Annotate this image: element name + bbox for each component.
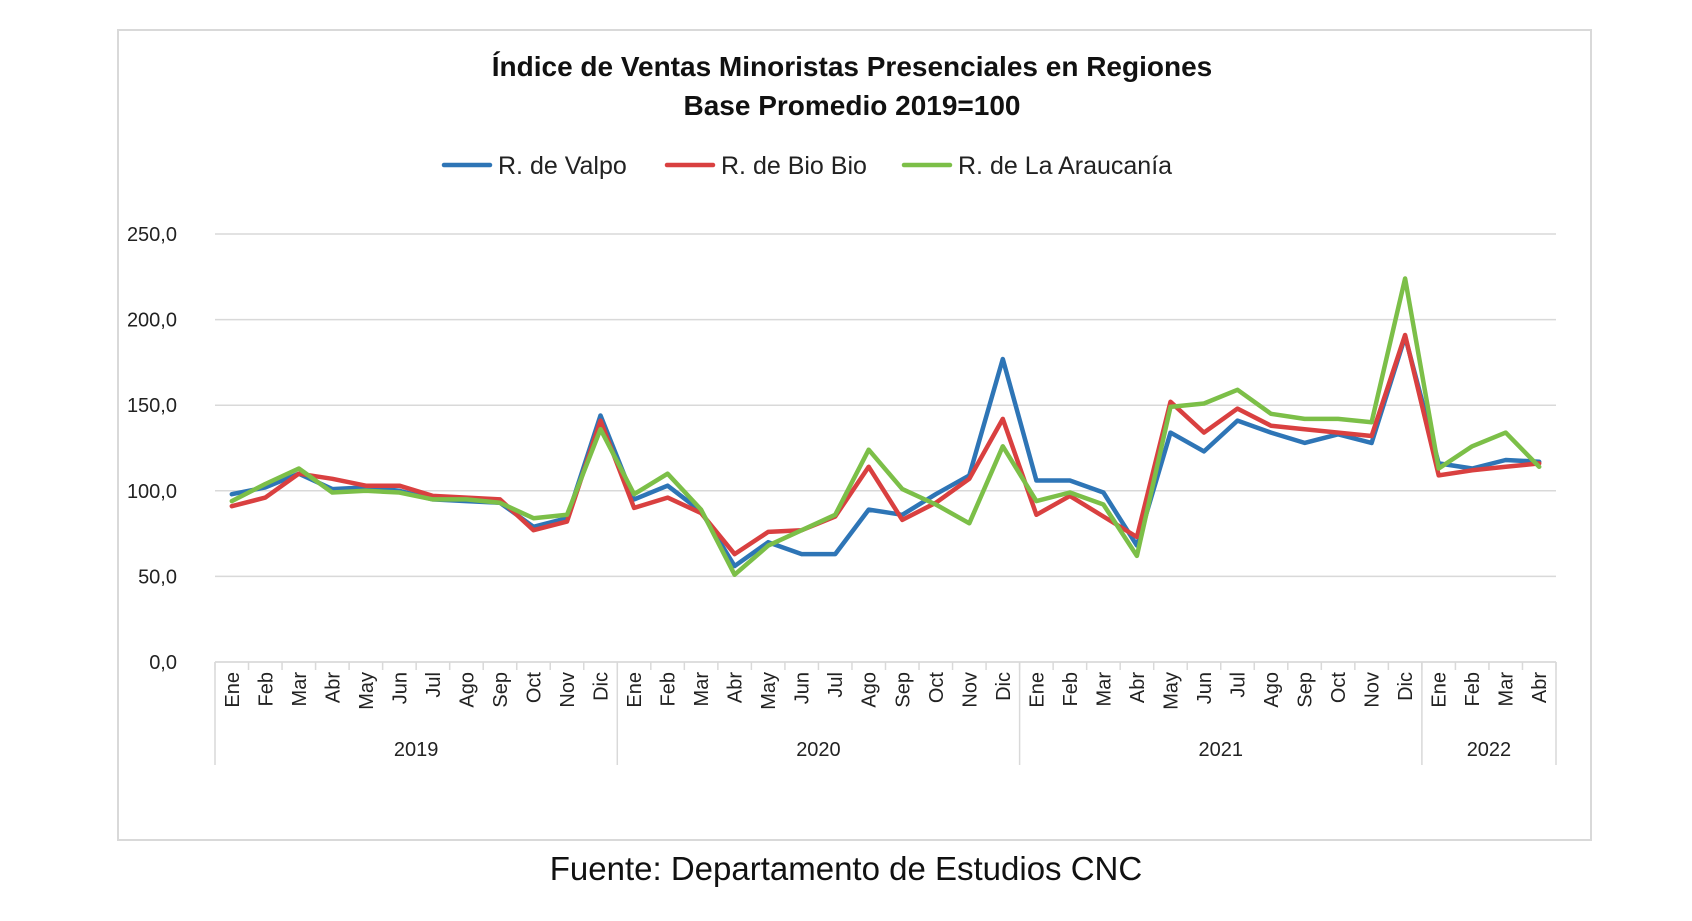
x-tick-label: Nov: [1362, 672, 1384, 708]
x-tick-label: Ene: [1429, 672, 1451, 708]
x-tick-label: Jun: [389, 672, 411, 704]
x-tick-label: Dic: [993, 672, 1015, 701]
year-label: 2022: [1467, 739, 1512, 761]
x-tick-label: Abr: [322, 672, 344, 703]
x-tick-label: Jul: [825, 672, 847, 698]
legend: R. de Valpo R. de Bio Bio R. de La Araucan…: [441, 152, 1172, 180]
x-tick-label: Jun: [792, 672, 814, 704]
line-chart: Índice de Ventas Minoristas Presenciales…: [127, 51, 1557, 765]
x-tick-label: May: [1160, 672, 1182, 710]
x-tick-label: Mar: [691, 672, 713, 707]
legend-label: R. de Valpo: [498, 152, 627, 180]
x-tick-label: Sep: [1295, 672, 1317, 708]
y-tick-label: 100,0: [127, 481, 177, 503]
series-lines: [229, 276, 1542, 577]
chart-subtitle: Base Promedio 2019=100: [684, 90, 1021, 121]
x-tick-label: Mar: [1496, 672, 1518, 707]
x-tick-label: Feb: [658, 672, 680, 706]
x-tick-label: Dic: [1395, 672, 1417, 701]
x-tick-label: May: [758, 672, 780, 710]
x-tick-label: Ene: [1026, 672, 1048, 708]
x-tick-label: Sep: [892, 672, 914, 708]
x-tick-label: Sep: [490, 672, 512, 708]
x-tick-label: Abr: [725, 672, 747, 703]
series-line: [229, 332, 1542, 557]
x-tick-label: Feb: [255, 672, 277, 706]
x-tick-label: Nov: [557, 672, 579, 708]
y-tick-label: 250,0: [127, 224, 177, 246]
y-tick-label: 200,0: [127, 310, 177, 332]
x-tick-label: Jul: [423, 672, 445, 698]
x-tick-label: Dic: [591, 672, 613, 701]
x-tick-label: Ene: [624, 672, 646, 708]
chart-title: Índice de Ventas Minoristas Presenciales…: [492, 51, 1213, 82]
y-tick-label: 0,0: [149, 652, 177, 674]
x-tick-label: Mar: [289, 672, 311, 707]
x-tick-label: Feb: [1060, 672, 1082, 706]
x-axis: Ene Feb Mar Abr May Jun Jul Ago Sep Oct Nov Dic Ene F…: [214, 661, 1557, 765]
legend-label: R. de Bio Bio: [721, 152, 867, 180]
x-tick-label: Mar: [1093, 672, 1115, 707]
x-tick-label: Oct: [523, 672, 545, 704]
x-tick-label: Ago: [1261, 672, 1283, 708]
y-tick-label: 150,0: [127, 395, 177, 417]
source-note: Fuente: Departamento de Estudios CNC: [549, 850, 1143, 887]
x-tick-label: Jun: [1194, 672, 1216, 704]
x-tick-label: Ene: [222, 672, 244, 708]
x-tick-label: Feb: [1462, 672, 1484, 706]
year-label: 2021: [1199, 739, 1244, 761]
x-tick-label: Ago: [456, 672, 478, 708]
x-tick-label: Abr: [1127, 672, 1149, 703]
legend-label: R. de La Araucanía: [958, 152, 1172, 180]
x-tick-label: Abr: [1529, 672, 1551, 703]
series-line: [229, 334, 1542, 569]
year-label: 2020: [796, 739, 841, 761]
y-tick-label: 50,0: [138, 566, 177, 588]
gridlines: [215, 233, 1556, 663]
x-tick-label: Oct: [1328, 672, 1350, 704]
year-label: 2019: [394, 739, 439, 761]
x-tick-label: Oct: [926, 672, 948, 704]
x-tick-label: May: [356, 672, 378, 710]
series-line: [229, 276, 1542, 577]
y-axis-ticks: 0,0 50,0 100,0 150,0 200,0 250,0: [127, 224, 177, 674]
x-tick-label: Ago: [859, 672, 881, 708]
x-tick-label: Nov: [959, 672, 981, 708]
x-tick-label: Jul: [1228, 672, 1250, 698]
chart-frame: Índice de Ventas Minoristas Presenciales…: [117, 29, 1592, 841]
